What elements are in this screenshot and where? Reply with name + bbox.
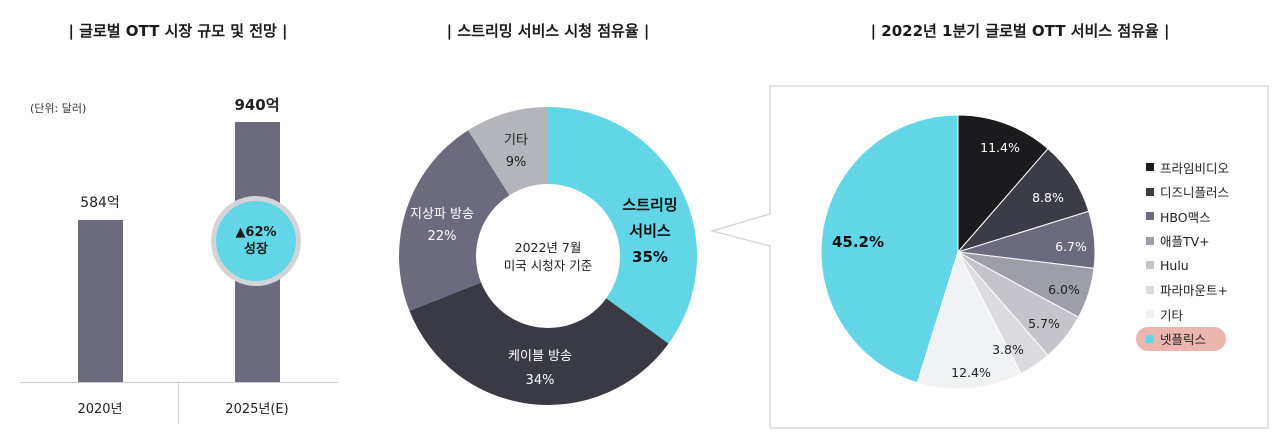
pie-slice-value-0: 11.4% bbox=[980, 140, 1020, 155]
pie-slice-value-4: 5.7% bbox=[1028, 316, 1060, 331]
pie-slice-value-7: 45.2% bbox=[832, 233, 884, 251]
legend-swatch bbox=[1146, 236, 1154, 245]
legend-label: 디즈니플러스 bbox=[1160, 185, 1230, 201]
donut-slice-label-0: 서비스 bbox=[629, 222, 671, 240]
pie-slice-value-5: 3.8% bbox=[992, 342, 1024, 357]
legend-swatch bbox=[1146, 261, 1154, 270]
bar-2020 bbox=[77, 220, 123, 382]
bar-value-label-2020: 584억 bbox=[80, 195, 120, 212]
donut-center-text: 2022년 7월 bbox=[515, 240, 582, 255]
legend-item: 애플TV+ bbox=[1146, 229, 1229, 254]
pie-slice-value-2: 6.7% bbox=[1055, 239, 1087, 254]
donut-slice-label-3: 기타 bbox=[504, 133, 528, 148]
legend-item: 파라마운트+ bbox=[1146, 278, 1229, 303]
share-chart-title: | 2022년 1분기 글로벌 OTT 서비스 점유율 | bbox=[870, 22, 1170, 40]
pie-slice-0 bbox=[957, 114, 1049, 254]
legend-swatch bbox=[1146, 163, 1154, 172]
growth-badge: ▲62% 성장 bbox=[211, 196, 301, 286]
legend-label: 기타 bbox=[1160, 307, 1184, 323]
legend-label: 파라마운트+ bbox=[1160, 283, 1228, 299]
x-tick-label-2025: 2025년(E) bbox=[225, 402, 289, 417]
donut-slice-label-0: 스트리밍 bbox=[622, 196, 677, 214]
legend-item: 디즈니플러스 bbox=[1146, 180, 1229, 205]
donut-slice-2 bbox=[399, 130, 510, 311]
legend-swatch bbox=[1146, 334, 1154, 343]
legend-item: 넷플릭스 bbox=[1146, 327, 1229, 352]
legend-label: 애플TV+ bbox=[1160, 234, 1210, 250]
x-tick-label-2020: 2020년 bbox=[77, 402, 123, 417]
legend-label: Hulu bbox=[1160, 257, 1189, 273]
unit-note: (단위: 달러) bbox=[30, 102, 87, 115]
legend-item: 기타 bbox=[1146, 302, 1229, 327]
donut-slice-value-0: 35% bbox=[632, 248, 668, 266]
donut-slice-label-1: 케이블 방송 bbox=[508, 349, 572, 364]
legend-item: 프라임비디오 bbox=[1146, 155, 1229, 180]
x-axis-baseline bbox=[20, 382, 338, 383]
pie-slice-6 bbox=[916, 250, 1022, 390]
viewing-chart-title: | 스트리밍 서비스 시청 점유율 | bbox=[446, 22, 650, 40]
legend-swatch bbox=[1146, 310, 1154, 319]
market-chart-title: | 글로벌 OTT 시장 규모 및 전망 | bbox=[68, 22, 288, 40]
legend-label: 넷플릭스 bbox=[1160, 332, 1207, 348]
growth-percent: ▲62% bbox=[235, 225, 277, 240]
pie-slice-value-3: 6.0% bbox=[1048, 282, 1080, 297]
donut-slice-3 bbox=[468, 107, 548, 196]
legend-label: HBO맥스 bbox=[1160, 209, 1211, 225]
legend-item: Hulu bbox=[1146, 253, 1229, 278]
donut-slice-value-2: 22% bbox=[428, 229, 457, 244]
donut-slice-0 bbox=[548, 107, 697, 344]
legend-swatch bbox=[1146, 212, 1154, 221]
growth-label: 성장 bbox=[244, 242, 268, 257]
legend-swatch bbox=[1146, 285, 1154, 294]
bar-value-label-2025: 940억 bbox=[234, 96, 280, 114]
pie-slice-value-1: 8.8% bbox=[1032, 190, 1064, 205]
donut-slice-1 bbox=[409, 282, 669, 406]
pie-slice-value-6: 12.4% bbox=[951, 365, 991, 380]
legend-label: 프라임비디오 bbox=[1160, 160, 1230, 176]
ott-share-pie-chart: 11.4% 8.8% 6.7% 6.0% 5.7% 3.8%12.4% 45.2% bbox=[820, 114, 1096, 390]
donut-center-text: 미국 시청자 기준 bbox=[504, 258, 592, 273]
donut-slice-value-1: 34% bbox=[526, 373, 555, 388]
donut-slice-value-3: 9% bbox=[506, 155, 527, 170]
donut-slice-label-2: 지상파 방송 bbox=[410, 207, 474, 222]
legend-swatch bbox=[1146, 187, 1154, 196]
category-divider bbox=[178, 382, 179, 424]
legend-item: HBO맥스 bbox=[1146, 204, 1229, 229]
pie-slice-7 bbox=[820, 114, 959, 384]
